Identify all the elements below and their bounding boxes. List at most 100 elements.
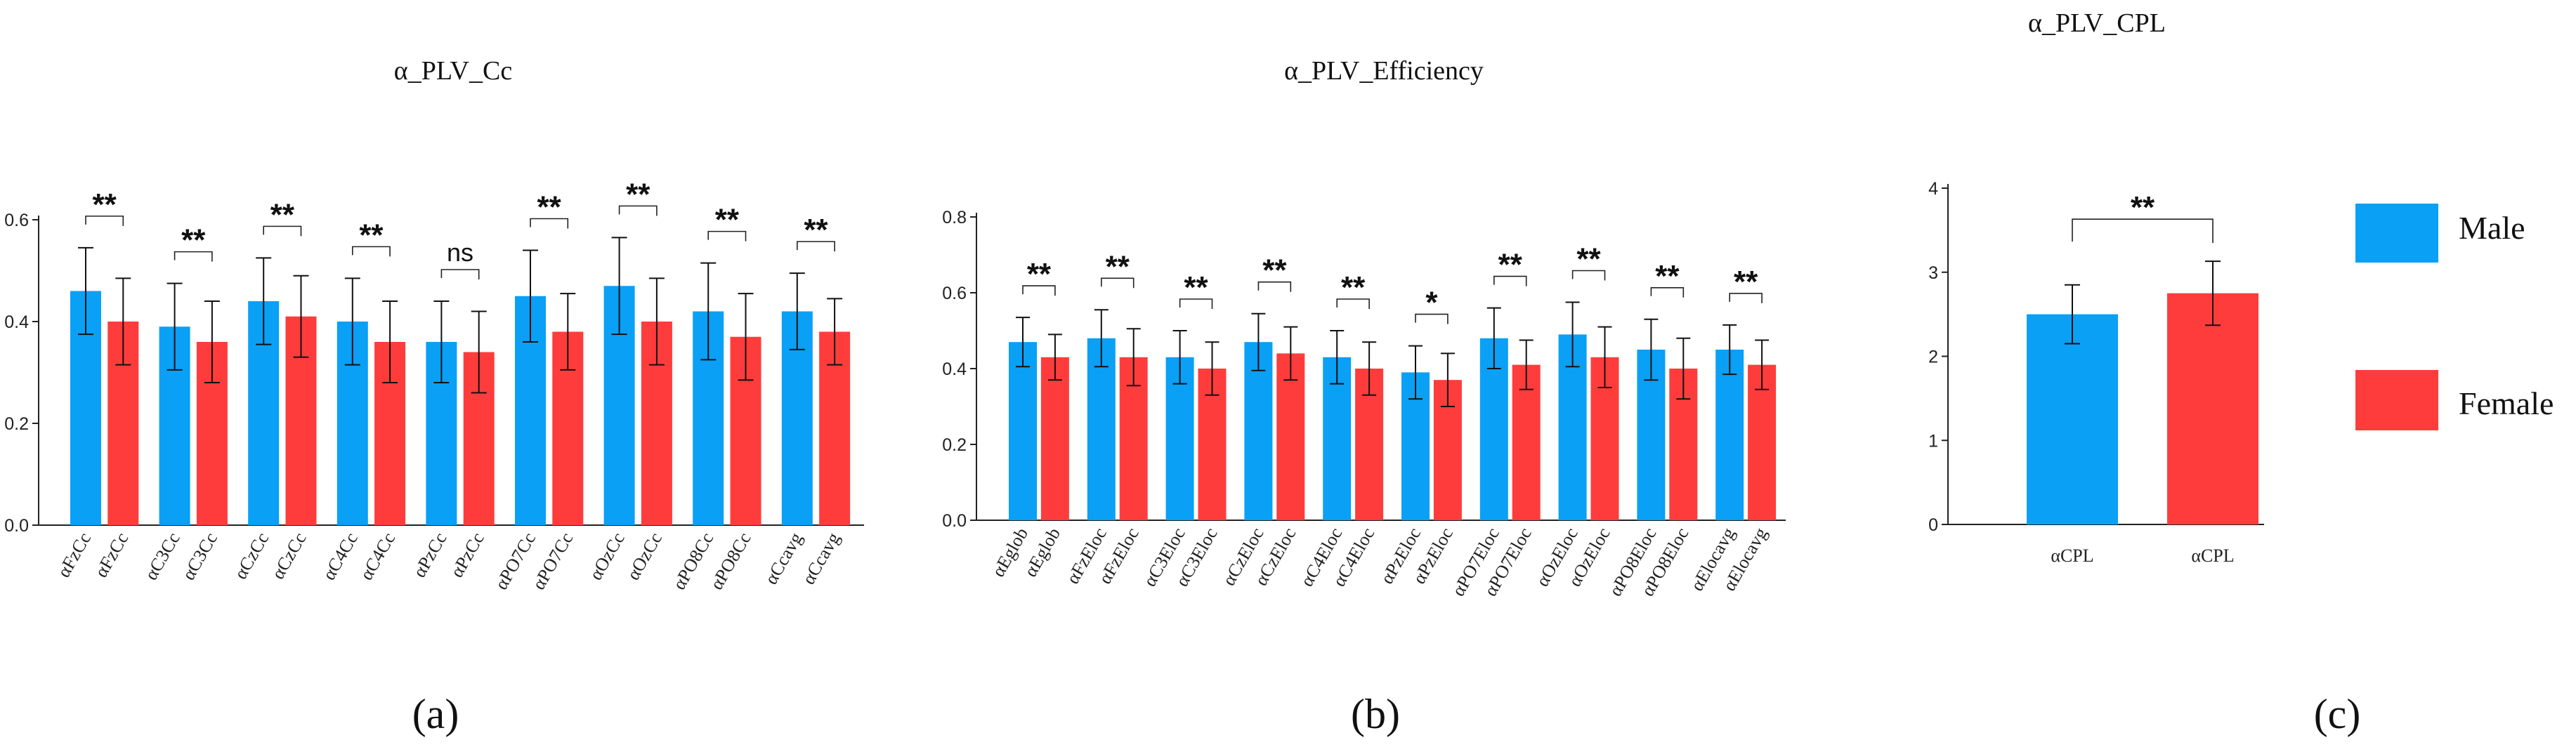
significance-bracket [530,218,569,229]
significance-label: ** [804,213,828,247]
error-bar [1362,341,1377,396]
significance-label: ** [270,197,295,232]
significance-label: ** [1576,242,1601,277]
bar-female [2167,293,2258,524]
x-tick-label: αOzCc [585,529,629,584]
y-tick-label: 0.4 [4,312,29,332]
significance-label: ns [447,238,473,267]
significance-bracket [352,246,391,257]
bar-male [1715,350,1744,520]
significance-bracket [1257,281,1292,292]
x-tick-label: αCcavg [798,529,844,588]
bar-female [1276,353,1305,520]
significance-label: ** [93,187,117,222]
significance-label: ** [1262,253,1287,288]
significance-label: ** [1106,249,1130,284]
error-bar [433,300,450,383]
error-bar [1251,312,1266,371]
significance-label: ** [715,203,740,237]
error-bar [1126,328,1141,387]
panel-a-title: α_PLV_Cc [394,56,512,86]
legend-female-label: Female [2459,385,2554,421]
significance-bracket [1415,313,1449,324]
significance-label: ** [1184,270,1208,305]
error-bar [471,310,487,394]
error-bar [1519,339,1534,390]
legend-female-swatch [2355,370,2438,430]
error-bar [1676,337,1691,400]
x-tick-label: αFzCc [91,529,132,581]
y-tick-label: 0 [1928,515,1938,535]
significance-bracket [1571,270,1606,281]
significance-bracket [85,216,124,226]
bar-female [1748,364,1777,520]
significance-bracket [1729,293,1763,303]
error-bar [204,300,220,383]
significance-bracket [1493,275,1527,286]
error-bar [700,262,717,361]
x-tick-label: αPzCc [447,529,488,581]
error-bar [166,282,183,371]
significance-label: ** [1734,265,1758,299]
error-bar [344,277,360,366]
significance-label: ** [1027,257,1052,291]
x-tick-label: αPzCc [409,529,450,581]
x-tick-label: αC3Cc [140,529,184,584]
significance-bracket [707,230,747,242]
error-bar [1565,301,1580,368]
legend-male-label: Male [2459,210,2525,246]
error-bar [738,293,754,381]
significance-bracket [1336,298,1370,309]
panel-b-label: (b) [1351,691,1400,737]
significance-bracket [797,241,835,252]
significance-bracket [174,251,213,262]
error-bar [293,275,309,358]
y-tick-label: 0.0 [4,516,29,536]
bar-male [1244,342,1273,520]
x-tick-label: αC4Cc [318,529,362,584]
y-tick-label: 0.6 [4,211,29,230]
significance-bracket [1650,287,1685,298]
y-tick-label: 0.2 [942,435,967,455]
significance-label: ** [1655,259,1680,293]
y-tick-label: 4 [1928,179,1938,199]
legend: Male Female [2355,204,2554,430]
x-tick-label: αOzCc [623,529,667,584]
significance-label: ** [2131,190,2155,225]
error-bar [560,293,576,371]
bar-male [1009,342,1037,520]
bar-female [1040,357,1069,520]
error-bar [523,249,538,343]
bar-male [1087,338,1116,520]
error-bar [827,298,843,366]
panel-b-chart: 0.00.20.40.60.8αEglobαEglobαFzElocαFzElo… [942,208,1786,600]
error-bar [1755,339,1770,390]
error-bar [1597,326,1612,388]
error-bar [256,257,272,345]
error-bar [1205,341,1220,396]
x-tick-label: αFzCc [53,529,95,581]
error-bar [1094,309,1109,368]
error-bar [78,246,93,336]
error-bar [115,277,131,366]
error-bar [2065,284,2080,345]
x-tick-label: αCPL [2051,546,2093,566]
significance-bracket [263,225,302,237]
significance-bracket [440,269,480,279]
y-tick-label: 0.6 [942,284,967,303]
y-tick-label: 0.0 [942,511,967,531]
panel-a-label: (a) [412,691,459,737]
x-tick-label: αC3Cc [178,529,222,584]
x-tick-label: αCPL [2191,546,2234,566]
significance-label: * [1425,286,1438,320]
significance-label: ** [626,177,650,211]
x-tick-label: αC4Cc [356,529,400,584]
error-bar [1283,326,1298,381]
y-tick-label: 3 [1928,263,1938,283]
significance-label: ** [1341,270,1366,305]
bar-female [1512,364,1541,520]
legend-male-swatch [2355,204,2438,263]
error-bar [1330,330,1345,385]
x-tick-label: αCzCc [268,529,310,583]
